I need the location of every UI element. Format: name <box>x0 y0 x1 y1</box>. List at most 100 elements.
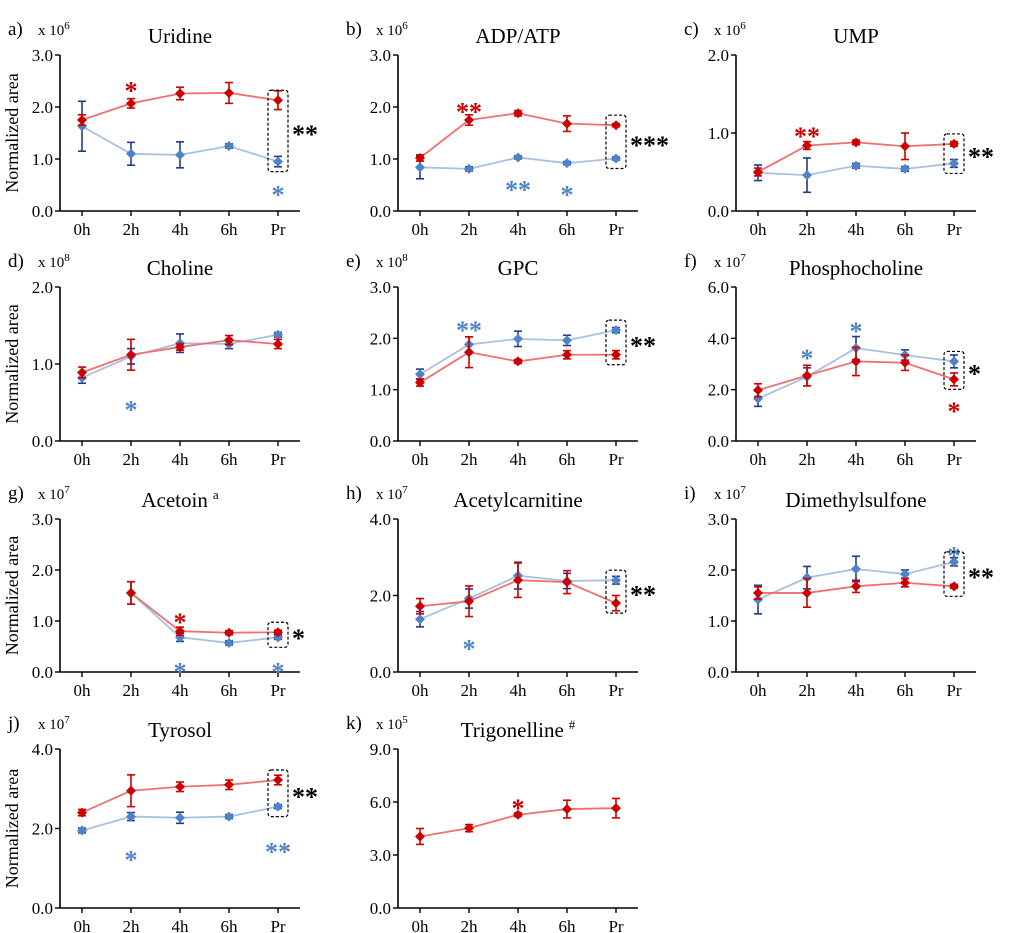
significance-star: * <box>512 794 525 823</box>
x-tick-label: 6h <box>559 450 577 469</box>
x-tick-label: 4h <box>848 450 866 469</box>
data-point-red <box>753 167 763 177</box>
significance-star: ** <box>794 122 820 151</box>
scale-multiplier: x 105 <box>376 714 408 733</box>
data-point-red <box>611 120 621 131</box>
data-point-red <box>273 338 283 349</box>
panel-title-text: Dimethylsulfone <box>785 488 926 512</box>
scale-base: x 10 <box>714 23 740 39</box>
panel-h: h) x 107 Acetylcarnitine 0.0 2.0 4.0 0h 2h 4h 6h P… <box>346 483 656 700</box>
significance-star: * <box>948 397 961 426</box>
significance-star: * <box>272 657 285 686</box>
data-point-red <box>851 356 861 367</box>
significance-star: * <box>948 542 961 571</box>
panel-title: Tyrosol <box>148 718 212 742</box>
panel-title: ADP/ATP <box>475 24 560 48</box>
data-point-red <box>949 374 959 385</box>
data-point-blue <box>224 637 234 648</box>
significance-star: * <box>125 77 138 106</box>
data-point-blue <box>611 575 621 586</box>
data-point-red <box>415 377 425 388</box>
y-tick-label: 4.0 <box>32 740 53 759</box>
x-tick-label: 0h <box>750 681 768 700</box>
panel-f: f) x 107 Phosphocholine 0.0 2.0 4.0 6.0 0h 2h 4h 6… <box>684 251 981 469</box>
data-point-blue <box>802 572 812 583</box>
significance-star: * <box>850 317 863 346</box>
y-tick-label: 9.0 <box>370 740 391 759</box>
data-point-blue <box>949 356 959 367</box>
panel-title-text: Tyrosol <box>148 718 212 742</box>
x-tick-label: 0h <box>74 917 92 933</box>
scale-exponent: 5 <box>402 714 408 726</box>
scale-multiplier: x 106 <box>376 20 408 39</box>
y-tick-label: 0.0 <box>370 432 391 451</box>
x-tick-label: 6h <box>221 220 239 239</box>
panel-title: Choline <box>147 256 214 280</box>
significance-star: ** <box>265 837 291 866</box>
scale-exponent: 7 <box>740 252 746 264</box>
x-tick-label: Pr <box>270 450 285 469</box>
x-tick-label: 2h <box>799 450 817 469</box>
panel-g: g) x 107 Acetoin a Normalized area 0.0 1.0 2.0 3… <box>2 483 305 700</box>
data-point-red <box>126 785 136 796</box>
data-point-blue <box>851 160 861 171</box>
x-tick-label: 6h <box>559 220 577 239</box>
data-point-blue <box>802 170 812 181</box>
data-point-red <box>126 98 136 109</box>
data-point-red <box>175 342 185 353</box>
y-tick-label: 1.0 <box>32 355 53 374</box>
data-point-blue <box>126 148 136 159</box>
data-point-red <box>513 108 523 119</box>
scale-exponent: 6 <box>402 20 408 32</box>
panel-letter: k) <box>346 713 362 734</box>
panel-title-text: Acetoin <box>141 488 208 512</box>
box-significance-label: * <box>292 624 305 653</box>
data-point-blue <box>513 333 523 344</box>
panel-title-text: UMP <box>833 24 879 48</box>
data-point-red <box>562 118 572 129</box>
x-tick-label: 0h <box>412 450 430 469</box>
y-tick-label: 0.0 <box>32 899 53 918</box>
data-point-red <box>464 115 474 125</box>
scale-multiplier: x 107 <box>38 714 70 733</box>
significance-box <box>943 350 965 390</box>
y-tick-label: 0.0 <box>370 899 391 918</box>
x-tick-label: 0h <box>750 450 768 469</box>
y-tick-label: 2.0 <box>708 46 729 65</box>
y-tick-label: 3.0 <box>708 510 729 529</box>
x-tick-label: Pr <box>270 681 285 700</box>
data-point-red <box>77 807 87 818</box>
significance-star: * <box>463 634 476 663</box>
data-point-red <box>175 626 185 637</box>
y-axis-label: Normalized area <box>2 73 22 192</box>
x-tick-label: 2h <box>123 220 141 239</box>
panel-title: Acetylcarnitine <box>453 488 582 512</box>
significance-star: * <box>125 845 138 874</box>
scale-multiplier: x 108 <box>376 252 408 271</box>
data-point-red <box>900 357 910 368</box>
y-tick-label: 2.0 <box>708 381 729 400</box>
scale-multiplier: x 107 <box>376 484 408 503</box>
x-tick-label: 6h <box>559 681 577 700</box>
panel-letter: f) <box>684 251 697 272</box>
panel-c: c) x 106 UMP 0.0 1.0 2.0 0h 2h 4h 6h Pr ** ** <box>684 19 994 239</box>
significance-star: ** <box>505 175 531 204</box>
data-point-red <box>224 87 234 98</box>
x-tick-label: 6h <box>559 917 577 933</box>
x-tick-label: Pr <box>270 220 285 239</box>
series-line-red <box>130 592 279 634</box>
y-tick-label: 0.0 <box>32 202 53 221</box>
scale-multiplier: x 107 <box>38 484 70 503</box>
data-point-red <box>273 775 283 786</box>
data-point-red <box>802 587 812 598</box>
scale-exponent: 7 <box>740 484 746 496</box>
data-point-blue <box>611 153 621 164</box>
x-tick-label: 4h <box>848 681 866 700</box>
scale-base: x 10 <box>376 23 402 39</box>
y-tick-label: 2.0 <box>32 278 53 297</box>
x-tick-label: Pr <box>608 917 623 933</box>
scale-multiplier: x 108 <box>38 252 70 271</box>
data-point-blue <box>900 569 910 580</box>
x-tick-label: 0h <box>74 450 92 469</box>
x-tick-label: 2h <box>461 681 479 700</box>
